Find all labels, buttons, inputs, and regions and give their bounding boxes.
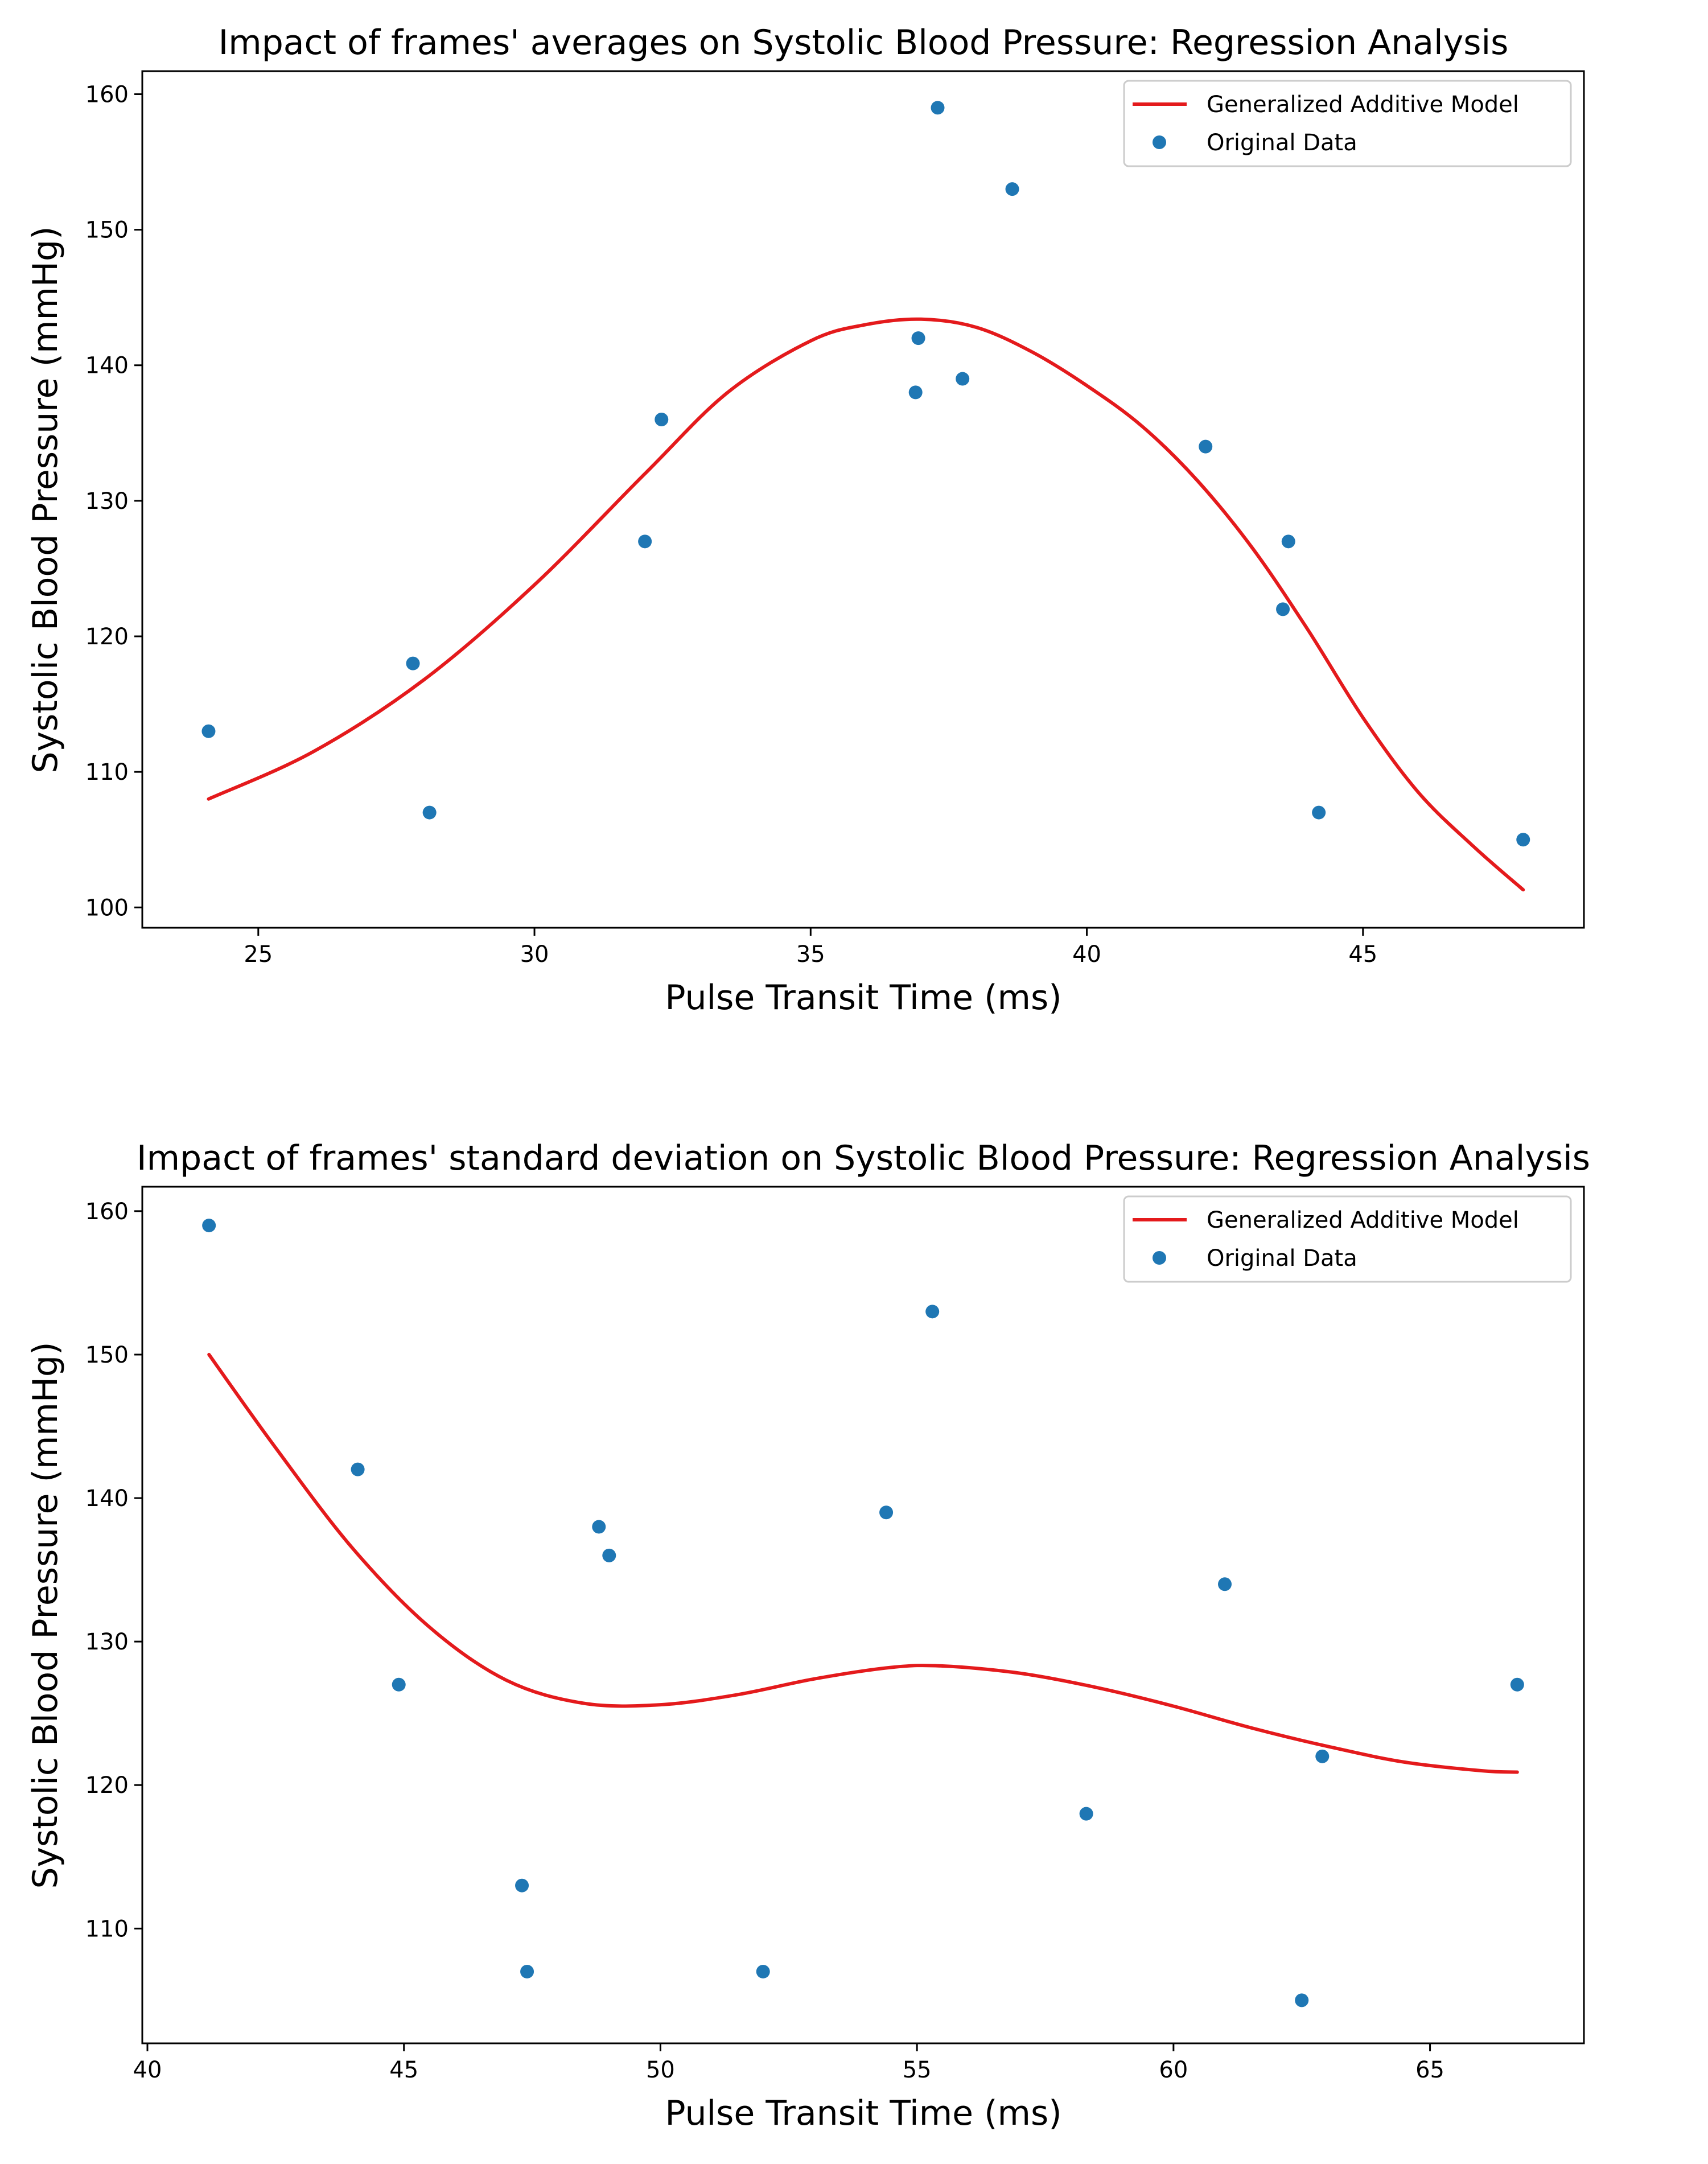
x-axis-label: Pulse Transit Time (ms) — [665, 2093, 1061, 2133]
x-tick-label: 35 — [796, 941, 825, 968]
y-tick-label: 110 — [85, 759, 129, 785]
y-tick-label: 120 — [85, 624, 129, 650]
data-point — [1276, 602, 1290, 616]
y-tick-label: 120 — [85, 1772, 129, 1799]
x-axis-ticks: 25 30 35 40 45 — [244, 928, 1377, 968]
x-tick-label: 40 — [1072, 941, 1101, 968]
x-tick-label: 50 — [646, 2057, 675, 2083]
x-tick-label: 25 — [244, 941, 273, 968]
legend-point-swatch — [1153, 1251, 1166, 1265]
data-point — [1516, 833, 1530, 847]
legend-entry-data: Original Data — [1207, 130, 1357, 156]
y-tick-label: 130 — [85, 1629, 129, 1655]
x-tick-label: 30 — [520, 941, 549, 968]
y-tick-label: 160 — [85, 81, 129, 108]
data-point — [879, 1505, 894, 1520]
chart-averages: Impact of frames' averages on Systolic B… — [26, 23, 1585, 1018]
chart-standard-deviation: Impact of frames' standard deviation on … — [26, 1138, 1590, 2133]
plot-series — [201, 101, 1530, 892]
data-point — [931, 101, 945, 115]
y-axis-ticks: 100 110 120 130 140 150 160 — [85, 81, 142, 921]
data-point — [911, 331, 925, 345]
y-axis-ticks: 110 120 130 140 150 160 — [85, 1199, 142, 1942]
data-point — [1510, 1677, 1524, 1692]
data-point — [1218, 1577, 1232, 1591]
data-point — [655, 413, 669, 427]
legend-entry-model: Generalized Additive Model — [1207, 1207, 1519, 1233]
gam-fit-line — [207, 317, 1525, 892]
data-point — [406, 656, 420, 670]
data-point — [1315, 1749, 1330, 1763]
gam-fit-line — [207, 1352, 1519, 1774]
legend-entry-model: Generalized Additive Model — [1207, 92, 1519, 118]
data-point — [592, 1520, 606, 1534]
x-tick-label: 40 — [133, 2057, 162, 2083]
chart-title: Impact of frames' standard deviation on … — [137, 1138, 1590, 1178]
data-point — [515, 1878, 529, 1893]
y-tick-label: 160 — [85, 1199, 129, 1225]
y-axis-label: Systolic Blood Pressure (mmHg) — [26, 1342, 65, 1889]
plot-series — [202, 1219, 1524, 2007]
x-tick-label: 55 — [903, 2057, 932, 2083]
y-tick-label: 150 — [85, 1342, 129, 1368]
data-point — [1079, 1807, 1093, 1821]
legend-entry-data: Original Data — [1207, 1245, 1357, 1272]
data-point — [925, 1305, 940, 1319]
plot-frame — [141, 1186, 1585, 2044]
y-tick-label: 110 — [85, 1916, 129, 1942]
data-point — [1005, 182, 1019, 196]
y-tick-label: 140 — [85, 1486, 129, 1512]
data-point — [638, 534, 652, 549]
data-point — [422, 805, 437, 820]
data-point — [1199, 439, 1213, 454]
plot-frame — [141, 70, 1585, 929]
x-tick-label: 45 — [1348, 941, 1377, 968]
data-point — [202, 1219, 216, 1233]
legend-point-swatch — [1153, 135, 1166, 149]
legend-box — [1123, 1195, 1572, 1283]
data-point — [908, 385, 923, 400]
data-point — [602, 1548, 616, 1562]
legend: Generalized Additive Model Original Data — [1123, 80, 1572, 167]
data-point — [201, 724, 216, 738]
data-point — [1312, 805, 1326, 820]
y-tick-label: 140 — [85, 353, 129, 379]
data-point — [1281, 534, 1295, 549]
legend: Generalized Additive Model Original Data — [1123, 1195, 1572, 1283]
x-tick-label: 45 — [389, 2057, 418, 2083]
data-point — [1295, 1993, 1309, 2007]
y-tick-label: 130 — [85, 488, 129, 515]
data-point — [756, 1964, 770, 1978]
data-point — [956, 372, 970, 386]
x-tick-label: 65 — [1415, 2057, 1444, 2083]
y-axis-label: Systolic Blood Pressure (mmHg) — [26, 226, 65, 773]
x-tick-label: 60 — [1159, 2057, 1188, 2083]
data-point — [392, 1677, 406, 1692]
data-point — [520, 1964, 534, 1978]
y-tick-label: 150 — [85, 217, 129, 244]
x-axis-label: Pulse Transit Time (ms) — [665, 978, 1061, 1018]
x-axis-ticks: 40 45 50 55 60 65 — [133, 2043, 1444, 2083]
legend-box — [1123, 80, 1572, 167]
chart-title: Impact of frames' averages on Systolic B… — [219, 23, 1509, 63]
y-tick-label: 100 — [85, 895, 129, 921]
data-point — [351, 1462, 365, 1476]
